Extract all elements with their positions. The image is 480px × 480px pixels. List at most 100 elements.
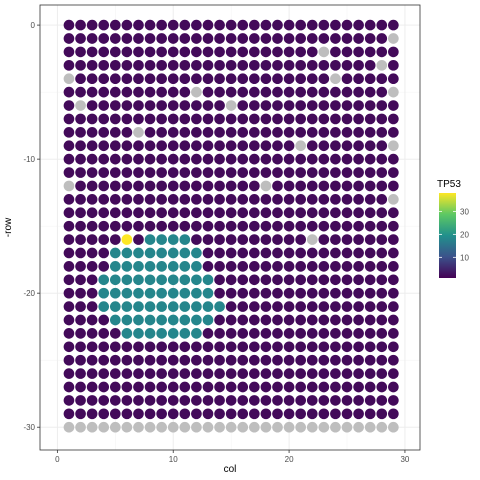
spot [191,408,202,420]
spot [388,408,399,420]
spot [225,354,237,366]
spot [272,33,283,44]
spot [283,220,295,232]
spot [133,328,144,339]
spot [388,113,399,125]
spot [249,301,260,312]
spot [109,127,121,138]
spot [86,368,98,379]
spot [249,100,260,111]
spot [353,113,364,125]
spot [63,207,75,219]
spot [156,328,167,339]
spot [179,341,191,353]
spot [283,261,295,272]
spot [191,140,202,152]
spot [75,408,86,420]
spot [202,341,214,353]
spot [202,153,214,165]
spot [283,314,295,326]
spot [330,140,341,152]
spot [353,234,364,245]
spot [202,234,214,245]
spot [376,314,388,326]
spot [179,314,191,326]
spot [86,301,98,312]
spot [376,301,388,312]
spot [353,354,364,366]
spot [144,247,156,259]
spot [260,395,272,406]
spot [75,301,86,312]
spot [133,46,144,58]
spot [388,220,399,232]
spot [75,368,86,379]
spot [156,301,167,312]
spot [318,140,330,152]
spot [214,140,225,152]
spot [249,247,260,259]
spot [260,354,272,366]
spot [144,328,156,339]
spot [75,19,86,31]
spot [191,33,202,44]
spot [98,113,110,125]
spot [272,46,283,58]
spot [167,167,179,178]
spot [295,381,307,393]
spot [237,261,249,272]
spot [98,33,110,44]
spot [156,180,167,192]
spot [75,113,86,125]
spot [364,287,376,299]
spot [225,100,237,111]
spot [144,127,156,138]
spot [98,247,110,259]
spot [75,274,86,286]
spot [341,261,353,272]
spot [167,247,179,259]
spot [214,33,225,44]
spot [260,234,272,245]
legend-colorbar [439,193,456,278]
spot [283,19,295,31]
spot [156,395,167,406]
spot [63,261,75,272]
spot [202,328,214,339]
spot [260,368,272,379]
spot [330,167,341,178]
spot [214,100,225,111]
spot [144,220,156,232]
spot [249,194,260,205]
spot [364,421,376,433]
y-tick-label: -30 [23,423,35,432]
spot [63,328,75,339]
spot [249,287,260,299]
spot [330,86,341,98]
spot [63,153,75,165]
spot [191,100,202,111]
spot [376,381,388,393]
spot [225,247,237,259]
spot [86,140,98,152]
spot [295,140,307,152]
spot [121,207,133,219]
spot [167,287,179,299]
spot [225,314,237,326]
spot [272,73,283,85]
spot [260,341,272,353]
spot [214,421,225,433]
spot [353,180,364,192]
spot [202,46,214,58]
spot [341,287,353,299]
spot [388,314,399,326]
spot [330,328,341,339]
spot [376,113,388,125]
spot [144,408,156,420]
spot [272,180,283,192]
legend-tick-label: 30 [460,207,469,216]
spot [133,153,144,165]
spot [109,220,121,232]
spot [237,167,249,178]
spot [306,314,318,326]
